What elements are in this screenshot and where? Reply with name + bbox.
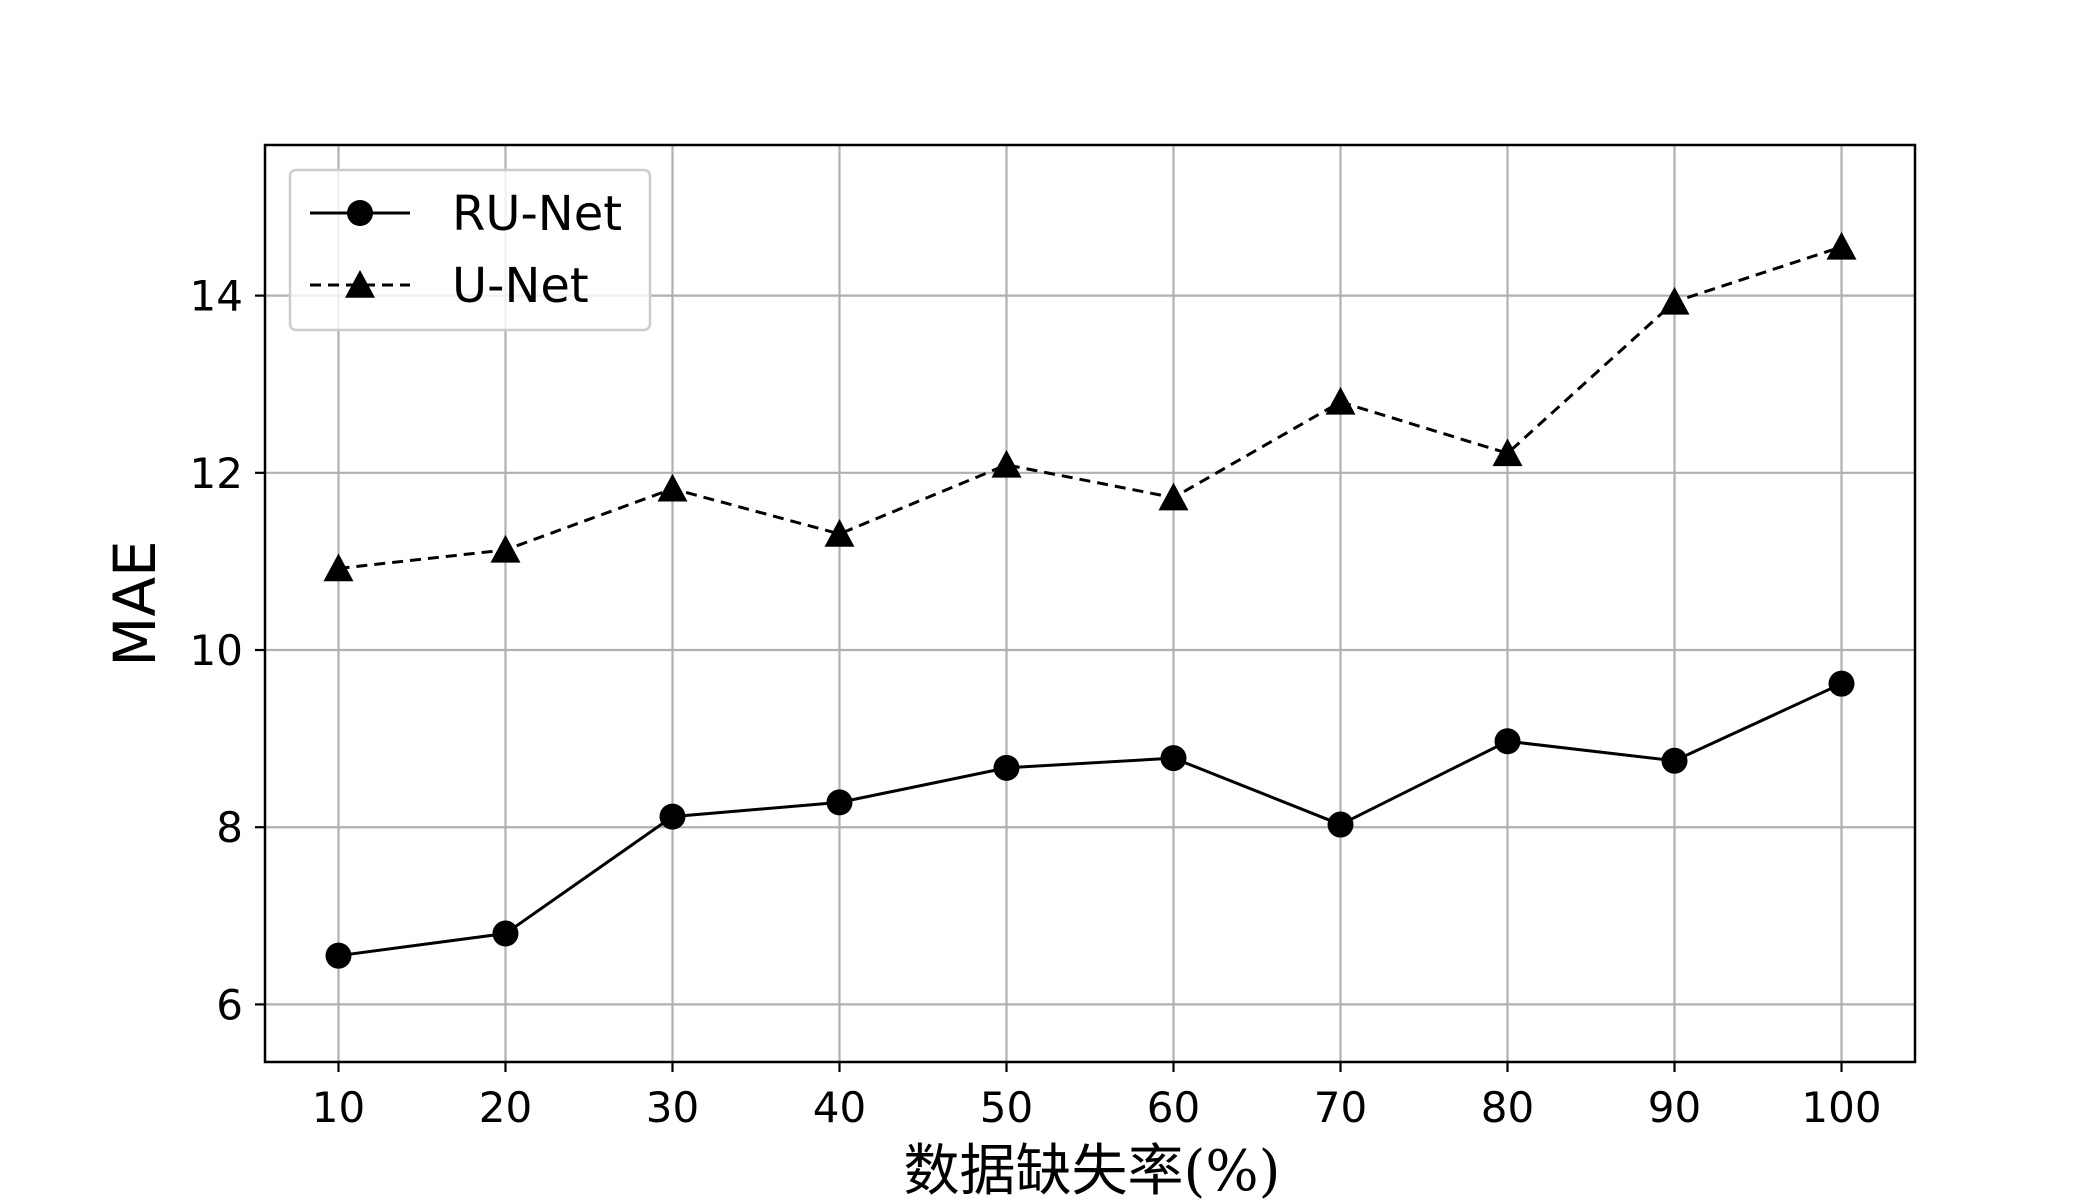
x-tick-label: 30 — [646, 1083, 699, 1132]
data-point — [490, 534, 521, 563]
plot-area-frame — [263, 143, 1917, 1064]
data-point — [1661, 747, 1688, 774]
data-point — [1160, 745, 1187, 772]
series-line — [338, 245, 1842, 570]
y-axis-title: MAE — [101, 540, 169, 666]
data-point — [991, 449, 1022, 478]
legend: RU-Net U-Net — [288, 168, 652, 332]
data-point — [1828, 670, 1855, 697]
y-tick-label: 14 — [190, 272, 243, 321]
data-point — [1494, 728, 1521, 755]
legend-box — [288, 168, 652, 332]
legend-label: RU-Net — [452, 186, 622, 242]
y-tick-label: 10 — [190, 626, 243, 675]
data-point — [1659, 286, 1690, 315]
legend-label: U-Net — [452, 258, 589, 314]
x-tick-label: 80 — [1481, 1083, 1534, 1132]
legend-marker — [347, 200, 373, 226]
data-point — [993, 754, 1020, 781]
x-tick-label: 10 — [312, 1083, 365, 1132]
data-point — [826, 789, 853, 816]
data-point — [824, 518, 855, 547]
x-tick-label: 100 — [1801, 1083, 1881, 1132]
legend-marker — [345, 270, 375, 298]
series-line — [338, 682, 1843, 958]
series-u-net — [323, 231, 1857, 582]
legend-item: RU-Net — [310, 186, 622, 242]
data-point — [323, 553, 354, 582]
axis-ticks: 10 20 30 40 50 60 70 80 90 100 6 8 10 12 14 — [190, 272, 1882, 1132]
data-point — [657, 473, 688, 502]
data-point — [1327, 811, 1354, 838]
y-tick-label: 8 — [216, 803, 243, 852]
series-ru-net — [325, 670, 1855, 969]
data-point — [1325, 386, 1356, 415]
y-tick-label: 12 — [190, 449, 243, 498]
x-axis-title: 数据缺失率(%) — [904, 1139, 1281, 1200]
x-tick-label: 90 — [1648, 1083, 1701, 1132]
data-point — [492, 920, 519, 947]
x-tick-label: 50 — [980, 1083, 1033, 1132]
series-layer — [323, 231, 1857, 969]
data-point — [1492, 438, 1523, 467]
data-point — [1826, 231, 1857, 260]
x-tick-label: 70 — [1314, 1083, 1367, 1132]
data-point — [659, 803, 686, 830]
x-tick-label: 60 — [1147, 1083, 1200, 1132]
y-tick-label: 6 — [216, 980, 243, 1029]
x-tick-label: 40 — [813, 1083, 866, 1132]
data-point — [1158, 482, 1189, 511]
x-tick-label: 20 — [479, 1083, 532, 1132]
legend-item: U-Net — [310, 258, 589, 314]
data-point — [325, 942, 352, 969]
